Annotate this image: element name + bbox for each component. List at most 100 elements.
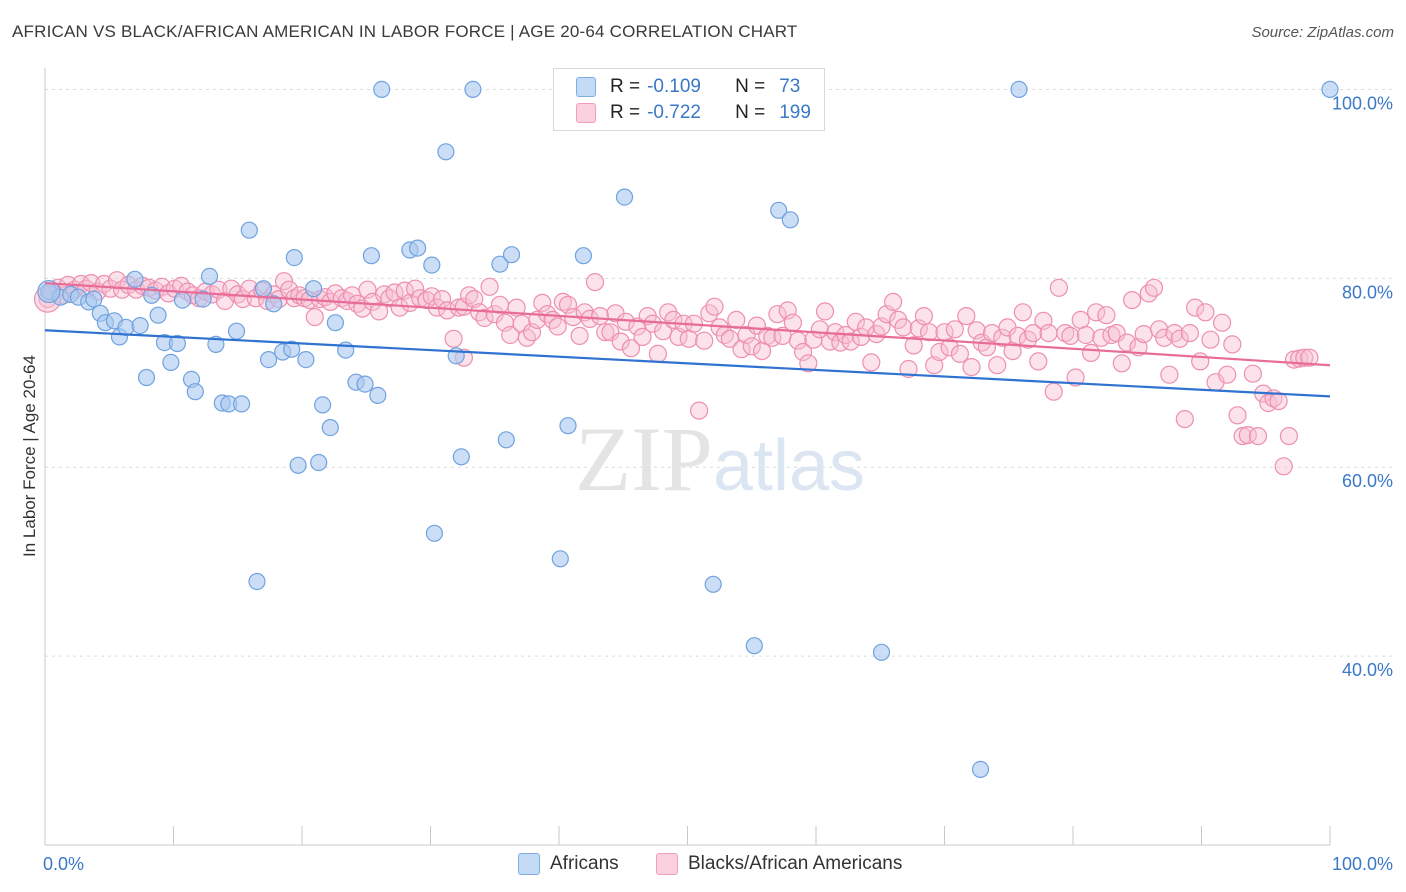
data-point-blacks [590, 307, 610, 326]
data-point-africans [373, 80, 391, 99]
legend-r-label: R = [610, 76, 641, 97]
data-point-blacks [1218, 365, 1237, 384]
data-point-blacks [899, 359, 918, 379]
data-point-blacks [1071, 310, 1090, 329]
data-point-africans [491, 255, 509, 273]
data-point-blacks [768, 305, 787, 324]
y-tick-label: 40.0% [1342, 660, 1393, 680]
data-point-blacks [1144, 278, 1164, 297]
y-tick-labels: 40.0% 60.0% 80.0% 100.0% [1332, 93, 1393, 680]
watermark-zip: ZIP [575, 408, 713, 510]
data-point-blacks [406, 279, 425, 298]
data-point-blacks [993, 328, 1012, 347]
data-point-blacks [1029, 352, 1048, 371]
data-point-blacks [370, 302, 389, 321]
data-point-blacks [621, 339, 641, 358]
data-point-blacks [862, 353, 881, 372]
data-point-africans [227, 322, 246, 340]
data-point-blacks [1274, 457, 1293, 476]
data-point-blacks [422, 287, 441, 306]
data-point-africans [168, 334, 186, 353]
data-point-africans [305, 280, 323, 298]
data-point-blacks [793, 342, 813, 362]
data-point-africans [240, 221, 258, 239]
data-point-africans [704, 575, 722, 593]
y-axis-label: In Labor Force | Age 20-64 [20, 355, 39, 557]
data-point-africans [117, 318, 135, 336]
legend-r-label: R = [610, 102, 641, 123]
chart-title: AFRICAN VS BLACK/AFRICAN AMERICAN IN LAB… [12, 22, 798, 41]
data-point-blacks [305, 308, 324, 327]
data-point-africans [233, 395, 251, 413]
data-point-blacks [945, 320, 964, 339]
data-point-africans [574, 247, 593, 265]
data-point-blacks [883, 292, 903, 311]
data-point-blacks [1061, 326, 1080, 345]
data-point-blacks [570, 326, 589, 345]
data-point-africans [502, 246, 521, 264]
data-point-africans [248, 572, 266, 591]
data-point-africans [425, 524, 443, 542]
data-point-blacks [799, 354, 818, 373]
trend-lines [44, 281, 1331, 398]
data-point-blacks [1248, 427, 1268, 446]
x-tick-label-max: 100.0% [1332, 854, 1393, 874]
data-point-blacks [1112, 354, 1131, 373]
data-point-africans [362, 247, 380, 265]
x-tick-label-min: 0.0% [43, 854, 84, 874]
data-point-africans [285, 249, 303, 267]
data-point-africans [497, 431, 515, 449]
data-point-blacks [1056, 324, 1075, 343]
data-point-blacks [904, 336, 923, 355]
data-point-blacks [930, 342, 949, 362]
legend-n-value-blacks: 199 [779, 102, 811, 123]
data-point-blacks [633, 327, 652, 346]
data-point-blacks [1134, 325, 1153, 344]
data-point-africans [186, 383, 204, 401]
legend-r-value-africans: -0.109 [647, 76, 701, 97]
data-point-africans [143, 286, 161, 304]
data-point-blacks [390, 298, 409, 317]
data-point-blacks [1185, 298, 1205, 317]
data-point-blacks [1233, 427, 1252, 446]
data-point-blacks [1076, 325, 1096, 345]
data-point-africans [126, 270, 144, 288]
data-point-blacks [1201, 330, 1220, 349]
series-africans-points [37, 80, 1339, 779]
data-point-blacks [553, 292, 573, 311]
data-point-blacks [732, 340, 751, 359]
legend-swatch-blacks [576, 103, 596, 123]
data-point-blacks [1013, 303, 1033, 322]
legend-n-value-africans: 73 [779, 76, 801, 97]
data-point-blacks [1175, 410, 1194, 429]
data-point-africans [173, 291, 192, 309]
data-point-africans [254, 280, 273, 298]
data-point-blacks [480, 277, 499, 296]
correlation-legend: R = -0.109 N = 73 R = -0.722 N = 199 [553, 68, 825, 131]
data-point-blacks [783, 313, 803, 332]
data-point-blacks [1196, 303, 1215, 322]
data-point-blacks [841, 332, 860, 351]
data-point-africans [137, 368, 156, 387]
data-point-blacks [851, 327, 871, 346]
data-point-blacks [1279, 427, 1299, 446]
data-point-blacks [1149, 320, 1169, 339]
data-point-blacks [475, 308, 494, 328]
bottom-legend-label-blacks: Blacks/African Americans [688, 853, 903, 874]
data-point-blacks [1243, 364, 1263, 383]
data-point-africans [289, 456, 307, 474]
axes [44, 68, 1331, 846]
legend-n-label: N = [735, 76, 766, 97]
data-point-blacks [679, 329, 698, 348]
data-point-blacks [1212, 313, 1232, 332]
data-point-blacks [517, 328, 537, 347]
data-point-blacks [611, 332, 630, 351]
data-point-africans [162, 353, 180, 371]
data-point-africans [326, 314, 344, 332]
data-point-africans [207, 335, 225, 353]
data-point-africans [971, 760, 990, 779]
data-point-blacks [1165, 324, 1184, 343]
data-point-blacks [1122, 291, 1142, 310]
data-point-africans [437, 143, 455, 161]
